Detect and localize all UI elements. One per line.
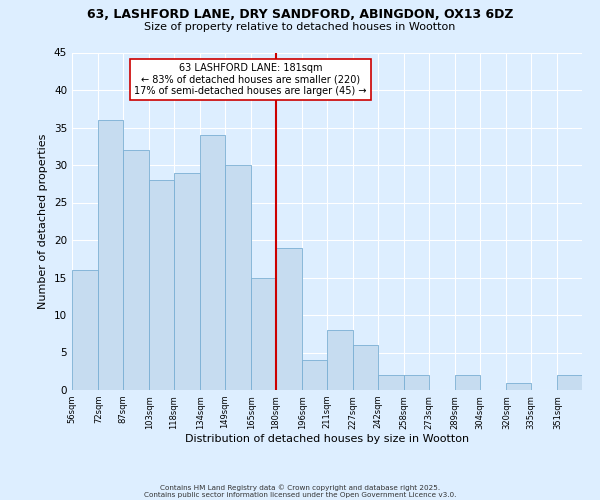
Bar: [404, 375, 429, 390]
Bar: [72, 270, 98, 390]
Bar: [557, 375, 582, 390]
Bar: [378, 375, 404, 390]
Bar: [174, 172, 200, 390]
Text: Size of property relative to detached houses in Wootton: Size of property relative to detached ho…: [145, 22, 455, 32]
Text: 63 LASHFORD LANE: 181sqm
← 83% of detached houses are smaller (220)
17% of semi-: 63 LASHFORD LANE: 181sqm ← 83% of detach…: [134, 62, 367, 96]
Bar: [455, 375, 480, 390]
Bar: [302, 360, 327, 390]
X-axis label: Distribution of detached houses by size in Wootton: Distribution of detached houses by size …: [185, 434, 469, 444]
Bar: [149, 180, 174, 390]
Bar: [276, 248, 302, 390]
Bar: [200, 135, 225, 390]
Text: 63, LASHFORD LANE, DRY SANDFORD, ABINGDON, OX13 6DZ: 63, LASHFORD LANE, DRY SANDFORD, ABINGDO…: [87, 8, 513, 20]
Bar: [251, 278, 276, 390]
Bar: [225, 165, 251, 390]
Bar: [98, 120, 123, 390]
Bar: [506, 382, 531, 390]
Bar: [353, 345, 378, 390]
Y-axis label: Number of detached properties: Number of detached properties: [38, 134, 49, 309]
Text: Contains public sector information licensed under the Open Government Licence v3: Contains public sector information licen…: [144, 492, 456, 498]
Bar: [327, 330, 353, 390]
Bar: [123, 150, 149, 390]
Text: Contains HM Land Registry data © Crown copyright and database right 2025.: Contains HM Land Registry data © Crown c…: [160, 484, 440, 491]
